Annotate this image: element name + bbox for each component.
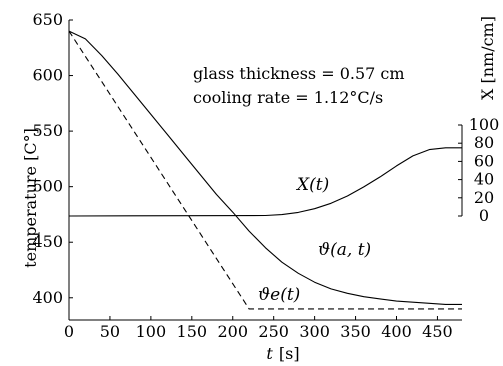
x-tick-label: 300	[299, 322, 330, 341]
y-tick-label: 650	[32, 10, 63, 29]
y2-tick-label: 80	[474, 133, 494, 152]
curve-label-x: X(t)	[295, 175, 329, 195]
annotation-cooling-rate: cooling rate = 1.12°C/s	[193, 88, 383, 107]
y-tick-label: 450	[32, 232, 63, 251]
x-tick-label: 350	[340, 322, 371, 341]
x-tick-label: 400	[381, 322, 412, 341]
curve-label-theta: ϑ(a, t)	[318, 240, 371, 260]
curve-theta-surface	[68, 30, 462, 305]
x-tick-label: 150	[177, 322, 208, 341]
x-tick-label: 200	[217, 322, 248, 341]
curve-label-theta-e: ϑe(t)	[258, 285, 300, 305]
y2-axis-label: X [nm/cm]	[478, 16, 497, 100]
y-axis-label: temperature [C°]	[21, 128, 40, 268]
curve-retardation	[68, 147, 462, 217]
x-tick-label: 250	[258, 322, 289, 341]
y2-tick-label: 0	[479, 206, 489, 225]
x-tick-label: 100	[136, 322, 167, 341]
x-axis-label: t [s]	[266, 344, 299, 363]
x-tick-label: 0	[64, 322, 74, 341]
annotation-thickness: glass thickness = 0.57 cm	[193, 64, 405, 83]
y-tick-label: 550	[32, 121, 63, 140]
y-tick-label: 500	[32, 177, 63, 196]
y-tick-label: 400	[32, 288, 63, 307]
x-tick-label: 450	[422, 322, 453, 341]
x-tick-label: 50	[100, 322, 120, 341]
y2-tick-label: 100	[469, 115, 500, 134]
curve-theta-environment	[68, 30, 462, 310]
x-axis-unit: [s]	[279, 344, 300, 363]
y-tick-label: 600	[32, 66, 63, 85]
y2-tick-label: 20	[474, 188, 494, 207]
y2-tick-label: 60	[474, 151, 494, 170]
y2-tick-label: 40	[474, 170, 494, 189]
x-axis-symbol: t	[266, 344, 273, 363]
